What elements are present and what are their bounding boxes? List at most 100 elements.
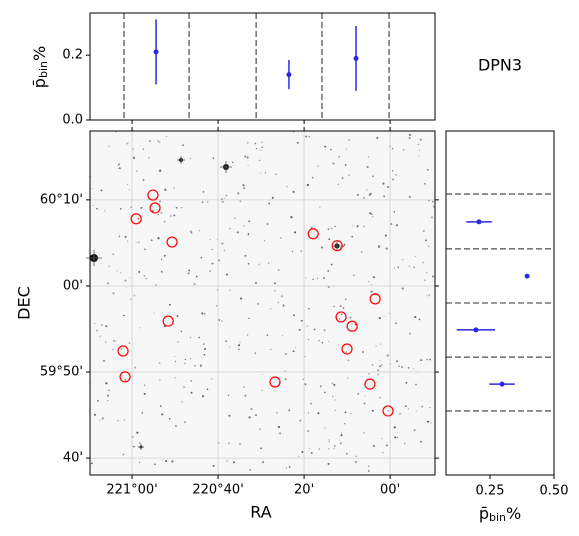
noise-dot <box>276 411 278 414</box>
noise-dot <box>357 393 359 395</box>
noise-dot <box>380 343 382 345</box>
noise-dot <box>273 282 276 285</box>
noise-dot <box>429 406 431 409</box>
noise-dot <box>173 187 175 189</box>
noise-dot <box>144 393 147 396</box>
axes-frame <box>89 12 436 121</box>
y-axis-label: p̄bin% <box>30 46 51 88</box>
noise-dot <box>258 159 261 162</box>
noise-dot <box>309 447 311 449</box>
noise-dot <box>310 452 313 454</box>
noise-dot <box>101 417 104 420</box>
noise-dot <box>202 343 205 346</box>
noise-dot <box>160 258 163 260</box>
noise-dot <box>330 263 333 266</box>
noise-dot <box>128 189 130 191</box>
noise-dot <box>139 327 141 329</box>
noise-dot <box>132 445 135 448</box>
noise-dot <box>329 148 332 151</box>
noise-dot <box>360 251 363 253</box>
noise-dot <box>407 408 409 410</box>
noise-dot <box>221 242 224 245</box>
noise-dot <box>328 439 330 441</box>
noise-dot <box>378 317 381 320</box>
noise-dot <box>408 332 411 335</box>
noise-dot <box>229 346 231 348</box>
noise-dot <box>318 339 320 342</box>
noise-dot <box>333 383 336 386</box>
noise-dot <box>209 270 211 272</box>
noise-dot <box>159 362 161 364</box>
noise-dot <box>189 336 192 339</box>
noise-dot <box>370 290 373 293</box>
noise-dot <box>328 441 330 443</box>
noise-dot <box>430 422 432 424</box>
noise-dot <box>227 442 230 445</box>
noise-dot <box>117 420 119 422</box>
noise-dot <box>120 272 122 274</box>
noise-dot <box>317 278 319 280</box>
noise-dot <box>165 460 168 463</box>
noise-dot <box>193 283 196 286</box>
noise-dot <box>271 196 274 199</box>
noise-dot <box>212 157 215 159</box>
noise-dot <box>363 225 365 228</box>
noise-dot <box>342 245 345 248</box>
noise-dot <box>175 360 177 362</box>
noise-dot <box>247 334 249 336</box>
noise-dot <box>247 164 249 166</box>
noise-dot <box>422 229 425 233</box>
noise-dot <box>310 402 313 405</box>
noise-dot <box>351 323 353 325</box>
noise-dot <box>418 155 420 157</box>
noise-dot <box>353 274 355 276</box>
noise-dot <box>405 381 408 384</box>
noise-dot <box>187 272 190 275</box>
noise-dot <box>372 215 374 217</box>
noise-dot <box>201 201 204 204</box>
noise-dot <box>382 182 385 185</box>
noise-dot <box>243 386 246 388</box>
x-tick-label: 221°00' <box>106 483 157 498</box>
noise-dot <box>239 341 241 343</box>
noise-dot <box>339 305 342 308</box>
noise-dot <box>142 148 145 151</box>
noise-dot <box>200 256 203 259</box>
noise-dot <box>395 174 397 176</box>
noise-dot <box>261 141 263 143</box>
noise-dot <box>215 305 218 307</box>
noise-dot <box>323 329 326 332</box>
noise-dot <box>170 215 172 217</box>
noise-dot <box>428 245 430 247</box>
noise-dot <box>293 314 295 317</box>
noise-dot <box>371 213 373 215</box>
noise-dot <box>337 183 339 185</box>
noise-dot <box>224 197 226 199</box>
noise-dot <box>413 429 416 432</box>
target-circle <box>382 405 394 417</box>
noise-dot <box>94 323 96 325</box>
noise-dot <box>293 231 297 234</box>
noise-dot <box>210 378 213 380</box>
noise-dot <box>108 389 110 392</box>
noise-dot <box>327 269 330 272</box>
axes-frame <box>89 130 436 476</box>
point <box>153 49 159 55</box>
noise-dot <box>190 232 193 234</box>
point <box>524 273 530 279</box>
y-tick-label: 0.2 <box>62 48 83 63</box>
noise-dot <box>321 342 324 344</box>
noise-dot <box>399 413 401 415</box>
noise-dot <box>117 164 119 166</box>
noise-dot <box>308 338 310 341</box>
noise-dot <box>417 143 419 145</box>
noise-dot <box>92 204 94 206</box>
noise-dot <box>273 289 276 292</box>
noise-dot <box>366 189 368 191</box>
noise-dot <box>266 334 269 336</box>
y-tick-label: 60°10' <box>40 192 83 207</box>
noise-dot <box>334 445 336 447</box>
target-circle <box>119 371 131 383</box>
noise-dot <box>347 359 350 362</box>
noise-dot <box>246 156 249 159</box>
